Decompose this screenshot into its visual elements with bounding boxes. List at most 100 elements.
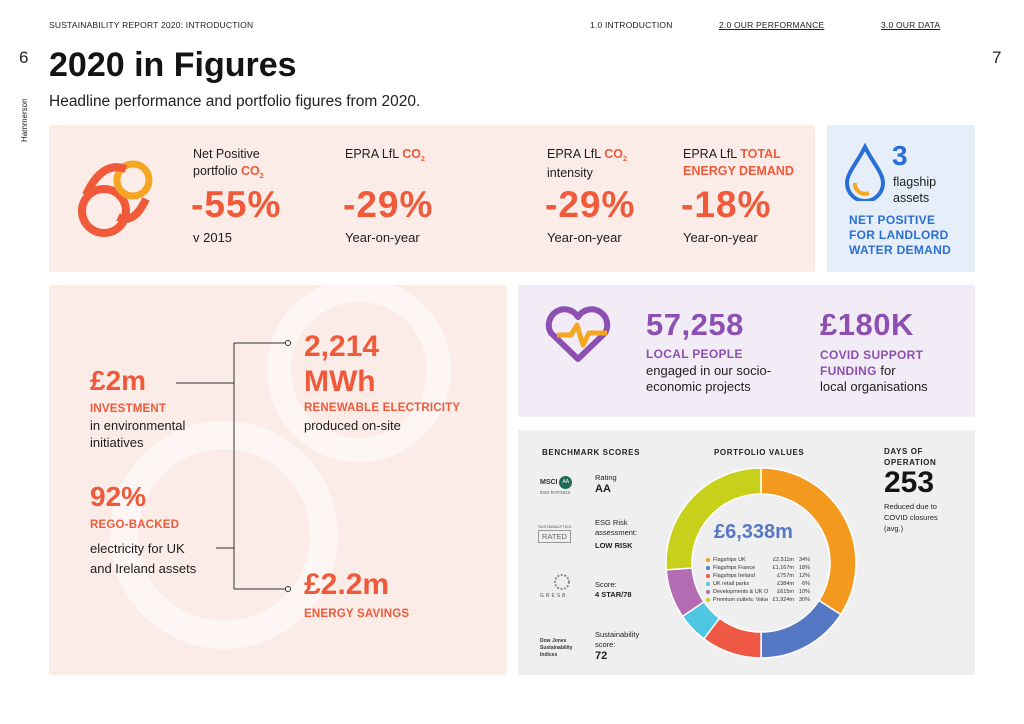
rego-label: REGO-BACKED [90, 519, 180, 531]
stat-epra-co2-value: -29% [343, 184, 434, 225]
djsi-value: 72 [595, 650, 608, 662]
legend-value: £384m [777, 581, 794, 587]
covid-funding-label: COVID SUPPORT FUNDING for local organisa… [820, 348, 928, 394]
renewable-value: 2,214 MWh [304, 330, 380, 398]
legend-percent: 30% [798, 597, 810, 603]
nav-our-data[interactable]: 3.0 OUR DATA [881, 20, 941, 30]
legend-label: UK retail parks [713, 581, 750, 587]
renewable-label: RENEWABLE ELECTRICITY [304, 402, 461, 414]
page-title: 2020 in Figures [49, 46, 297, 84]
savings-label: ENERGY SAVINGS [304, 608, 410, 620]
legend-percent: 6% [802, 581, 810, 587]
connector-lines [176, 340, 291, 592]
donut-slice-5 [665, 467, 762, 571]
savings-value: £2.2m [304, 568, 390, 601]
investment-text: in environmental initiatives [90, 418, 186, 450]
legend-label: Flagships France [713, 565, 756, 571]
msci-value: AA [595, 483, 611, 495]
rego-value: 92% [90, 481, 147, 512]
side-label: Hammerson [20, 98, 29, 142]
legend-dot [706, 558, 710, 562]
heart-icon [545, 306, 611, 362]
investment-value: £2m [90, 365, 147, 396]
gresb-label: Score: [595, 580, 617, 589]
stat-net-positive-value: -55% [191, 184, 282, 225]
legend-percent: 12% [798, 573, 810, 579]
stat-energy-demand-label: EPRA LfL TOTAL ENERGY DEMAND [683, 147, 794, 178]
nav-introduction[interactable]: 1.0 INTRODUCTION [590, 20, 673, 30]
local-people-text: engaged in our socio-economic projects [646, 363, 772, 394]
legend-dot [706, 574, 710, 578]
legend-row: Flagships France £1,167m 18% [706, 564, 810, 572]
page-subtitle: Headline performance and portfolio figur… [49, 93, 421, 110]
page-number-left: 6 [19, 48, 29, 67]
stat-net-positive-label: Net Positive portfolio CO2 [193, 147, 264, 180]
water-label: NET POSITIVE FOR LANDLORD WATER DEMAND [849, 213, 952, 257]
stat-epra-co2-caption: Year-on-year [345, 230, 420, 245]
legend-row: Flagships UK £2,511m 34% [706, 556, 810, 564]
stat-energy-demand-caption: Year-on-year [683, 230, 758, 245]
days-text: Reduced due to COVID closures (avg.) [884, 502, 938, 533]
djsi-logo: Dow Jones Sustainability Indices [540, 638, 573, 658]
nav-our-performance[interactable]: 2.0 OUR PERFORMANCE [719, 20, 825, 30]
legend-label: Flagships Ireland [713, 573, 755, 579]
water-text: flagship assets [893, 175, 937, 205]
legend-value: £2,511m [773, 557, 794, 563]
renewable-text: produced on-site [304, 418, 401, 433]
legend-dot [706, 598, 710, 602]
djsi-label: Sustainability score: [595, 630, 640, 649]
days-value: 253 [884, 466, 935, 499]
gresb-value: 4 STAR/78 [595, 590, 632, 599]
water-drop-icon [844, 143, 886, 201]
panel-watermark-icon [110, 285, 451, 649]
gresb-logo: GRESB [540, 593, 568, 599]
gresb-logo-icon [554, 574, 570, 590]
legend-dot [706, 582, 710, 586]
legend-value: £1,924m [772, 597, 794, 603]
legend-dot [706, 590, 710, 594]
page-number-right: 7 [992, 48, 1002, 67]
legend-label: Flagships UK [713, 557, 746, 563]
legend-row: UK retail parks £384m 6% [706, 580, 810, 588]
carbon-logo-icon [78, 160, 153, 237]
stat-net-positive-caption: v 2015 [193, 230, 233, 245]
investment-label: INVESTMENT [90, 403, 167, 415]
legend-percent: 10% [798, 589, 810, 595]
report-title: SUSTAINABILITY REPORT 2020: INTRODUCTION [49, 20, 254, 30]
legend-label: Developments & UK Other [713, 589, 768, 595]
legend-value: £615m [777, 589, 794, 595]
donut-slice-1 [760, 599, 842, 659]
portfolio-total: £6,338m [714, 521, 793, 543]
stat-epra-co2-label: EPRA LfL CO2 [345, 147, 425, 163]
legend-percent: 18% [798, 565, 810, 571]
legend-row: Developments & UK Other £615m 10% [706, 588, 810, 596]
sustainalytics-value: LOW RISK [595, 541, 633, 550]
sustainalytics-logo: SUSTAINALYTICS RATED [538, 524, 572, 543]
stat-epra-intensity-label: EPRA LfL CO2 intensity [547, 147, 627, 180]
days-heading: DAYS OF OPERATION [884, 447, 937, 467]
msci-logo: MSCI AA ESG RATINGS [540, 476, 582, 496]
water-value: 3 [892, 140, 908, 171]
water-panel [827, 125, 975, 272]
local-people-value: 57,258 [646, 307, 744, 342]
portfolio-legend: Flagships UK £2,511m 34% Flagships France £1… [706, 556, 810, 604]
legend-percent: 34% [798, 557, 810, 563]
sustainalytics-label: ESG Risk assessment: [595, 518, 638, 537]
portfolio-heading: PORTFOLIO VALUES [714, 448, 805, 457]
covid-funding-value: £180K [820, 307, 914, 342]
legend-label: Premium outlets: Value Retail [713, 597, 768, 603]
energy-panel [49, 285, 507, 675]
legend-row: Flagships Ireland £757m 12% [706, 572, 810, 580]
local-people-label: LOCAL PEOPLE [646, 347, 743, 361]
stat-epra-intensity-caption: Year-on-year [547, 230, 622, 245]
stat-energy-demand-value: -18% [681, 184, 772, 225]
legend-row: Premium outlets: Value Retail £1,924m 30% [706, 596, 810, 604]
portfolio-donut-chart [665, 467, 857, 659]
benchmark-heading: BENCHMARK SCORES [542, 448, 641, 457]
carbon-stats-panel [49, 125, 815, 272]
legend-value: £757m [777, 573, 794, 579]
legend-value: £1,167m [772, 565, 794, 571]
msci-label: Rating [595, 473, 617, 482]
stat-epra-intensity-value: -29% [545, 184, 636, 225]
legend-dot [706, 566, 710, 570]
